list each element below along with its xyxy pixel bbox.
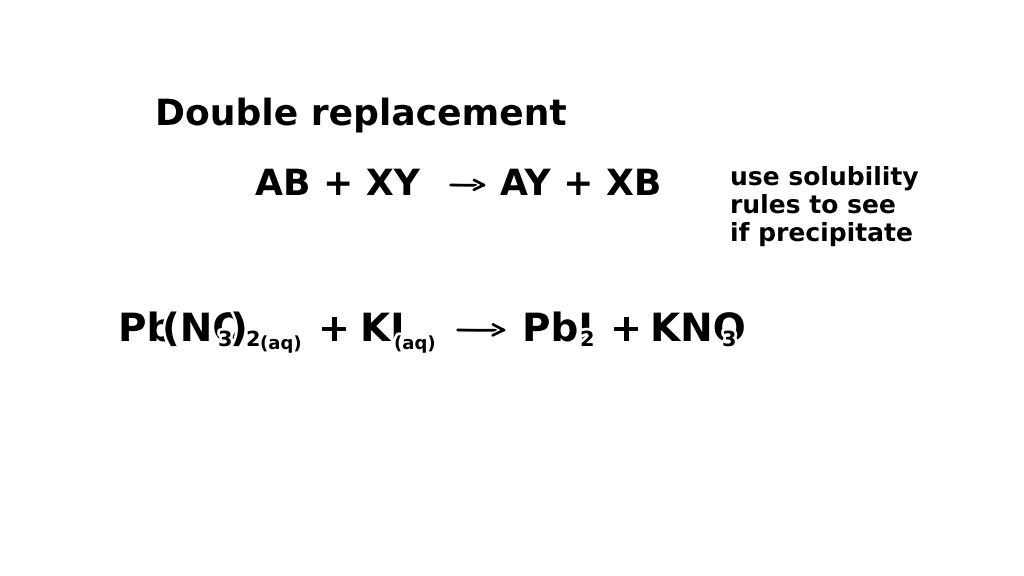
Text: (aq): (aq) [394, 335, 435, 353]
Text: KI: KI [360, 311, 404, 349]
Text: (aq): (aq) [260, 335, 301, 353]
Text: KNO: KNO [650, 311, 745, 349]
Text: PbI: PbI [522, 311, 593, 349]
Text: if precipitate: if precipitate [730, 222, 913, 246]
Text: 3: 3 [722, 330, 736, 350]
Text: AY + XB: AY + XB [500, 168, 662, 202]
Text: Pb: Pb [118, 311, 174, 349]
Text: ): ) [230, 311, 248, 349]
Text: AB + XY: AB + XY [255, 168, 420, 202]
Text: +: + [610, 311, 643, 349]
Text: rules to see: rules to see [730, 194, 896, 218]
Text: Double replacement: Double replacement [155, 98, 567, 132]
Text: 2: 2 [246, 330, 260, 350]
Text: 3: 3 [218, 330, 232, 350]
Text: 2: 2 [580, 330, 595, 350]
Text: use solubility: use solubility [730, 166, 919, 190]
Text: +: + [318, 311, 350, 349]
Text: (NO: (NO [162, 311, 246, 349]
